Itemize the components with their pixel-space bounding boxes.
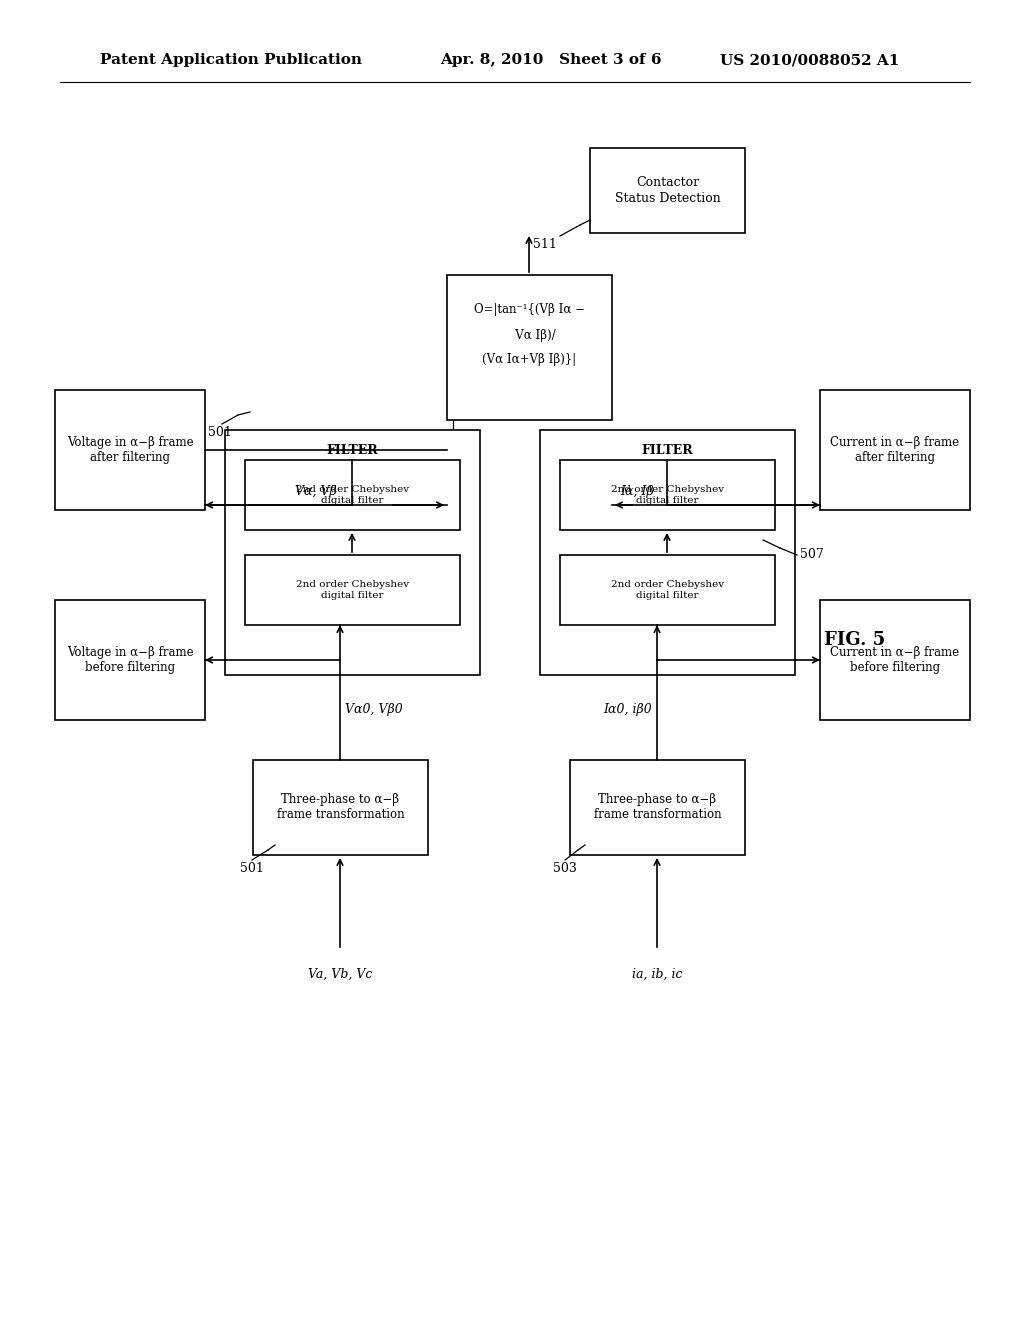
Text: US 2010/0088052 A1: US 2010/0088052 A1 <box>720 53 899 67</box>
Text: Iα0, iβ0: Iα0, iβ0 <box>603 704 652 717</box>
Text: O=|tan⁻¹{(Vβ Iα −: O=|tan⁻¹{(Vβ Iα − <box>474 304 585 317</box>
Bar <box>253 760 428 855</box>
Bar <box>245 459 460 531</box>
Bar <box>820 601 970 719</box>
Text: (Vα Iα+Vβ Iβ)}|: (Vα Iα+Vβ Iβ)}| <box>482 354 577 367</box>
Bar <box>55 389 205 510</box>
Text: 507: 507 <box>800 548 823 561</box>
Text: 501: 501 <box>240 862 264 875</box>
Text: Apr. 8, 2010   Sheet 3 of 6: Apr. 8, 2010 Sheet 3 of 6 <box>440 53 662 67</box>
Text: Current in α−β frame
before filtering: Current in α−β frame before filtering <box>830 645 959 675</box>
Text: 511: 511 <box>534 238 557 251</box>
Text: Patent Application Publication: Patent Application Publication <box>100 53 362 67</box>
Text: FILTER: FILTER <box>642 444 693 457</box>
Bar <box>560 459 775 531</box>
Bar <box>55 601 205 719</box>
Text: 501: 501 <box>208 426 231 440</box>
Text: Contactor
Status Detection: Contactor Status Detection <box>614 177 720 205</box>
Text: ia, ib, ic: ia, ib, ic <box>632 968 682 981</box>
Text: 2nd order Chebyshev
digital filter: 2nd order Chebyshev digital filter <box>296 486 409 504</box>
Text: Three-phase to α−β
frame transformation: Three-phase to α−β frame transformation <box>276 793 404 821</box>
Bar <box>447 275 612 420</box>
Text: Voltage in α−β frame
before filtering: Voltage in α−β frame before filtering <box>67 645 194 675</box>
Text: FIG. 5: FIG. 5 <box>824 631 886 649</box>
Text: 503: 503 <box>553 862 577 875</box>
Bar <box>245 554 460 624</box>
Text: 2nd order Chebyshev
digital filter: 2nd order Chebyshev digital filter <box>611 581 724 599</box>
Bar <box>540 430 795 675</box>
Bar <box>225 430 480 675</box>
Text: Current in α−β frame
after filtering: Current in α−β frame after filtering <box>830 436 959 465</box>
Bar <box>570 760 745 855</box>
Text: Iα, Iβ: Iα, Iβ <box>620 484 653 498</box>
Bar <box>820 389 970 510</box>
Text: 2nd order Chebyshev
digital filter: 2nd order Chebyshev digital filter <box>611 486 724 504</box>
Text: Vα, Vβ: Vα, Vβ <box>295 484 337 498</box>
Text: Vα0, Vβ0: Vα0, Vβ0 <box>345 704 402 717</box>
Text: 509: 509 <box>444 430 468 444</box>
Bar <box>560 554 775 624</box>
Bar <box>590 148 745 234</box>
Text: Vα Iβ)/: Vα Iβ)/ <box>504 329 555 342</box>
Text: Three-phase to α−β
frame transformation: Three-phase to α−β frame transformation <box>594 793 721 821</box>
Text: Va, Vb, Vc: Va, Vb, Vc <box>308 968 372 981</box>
Text: Voltage in α−β frame
after filtering: Voltage in α−β frame after filtering <box>67 436 194 465</box>
Text: 2nd order Chebyshev
digital filter: 2nd order Chebyshev digital filter <box>296 581 409 599</box>
Text: FILTER: FILTER <box>327 444 378 457</box>
